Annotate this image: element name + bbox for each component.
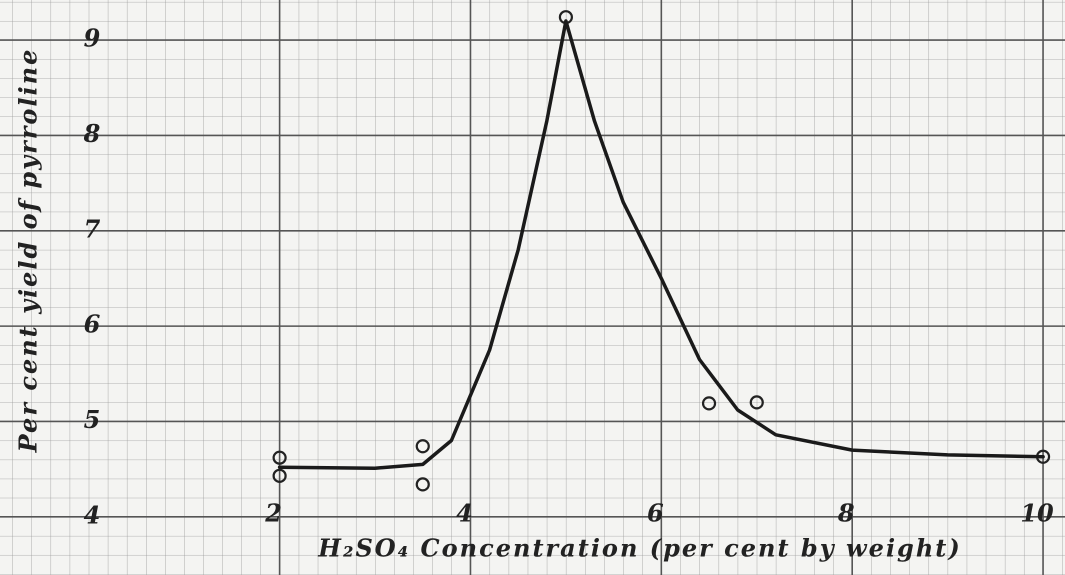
y-tick-label: 7 — [84, 214, 101, 243]
x-tick-label: 6 — [647, 498, 664, 527]
data-point — [415, 439, 430, 454]
y-tick-label: 6 — [84, 310, 101, 339]
x-axis-title: H₂SO₄ Concentration (per cent by weight) — [317, 534, 961, 563]
data-point — [749, 395, 764, 410]
y-tick-label: 5 — [84, 405, 101, 434]
fitted-curve — [277, 19, 1045, 470]
y-tick-label: 8 — [83, 119, 101, 148]
plot — [272, 10, 1051, 492]
data-point — [272, 468, 287, 483]
y-axis-title: Per cent yield of pyrroline — [14, 48, 43, 454]
data-point — [415, 477, 430, 492]
x-tick-label: 2 — [264, 498, 282, 527]
y-tick-label: 9 — [84, 24, 101, 53]
x-tick-label: 8 — [837, 498, 855, 527]
y-tick-label: 4 — [84, 500, 101, 529]
x-tick-label: 10 — [1020, 498, 1054, 527]
data-point — [272, 450, 287, 465]
data-point — [701, 396, 717, 411]
x-tick-label: 4 — [456, 498, 473, 527]
